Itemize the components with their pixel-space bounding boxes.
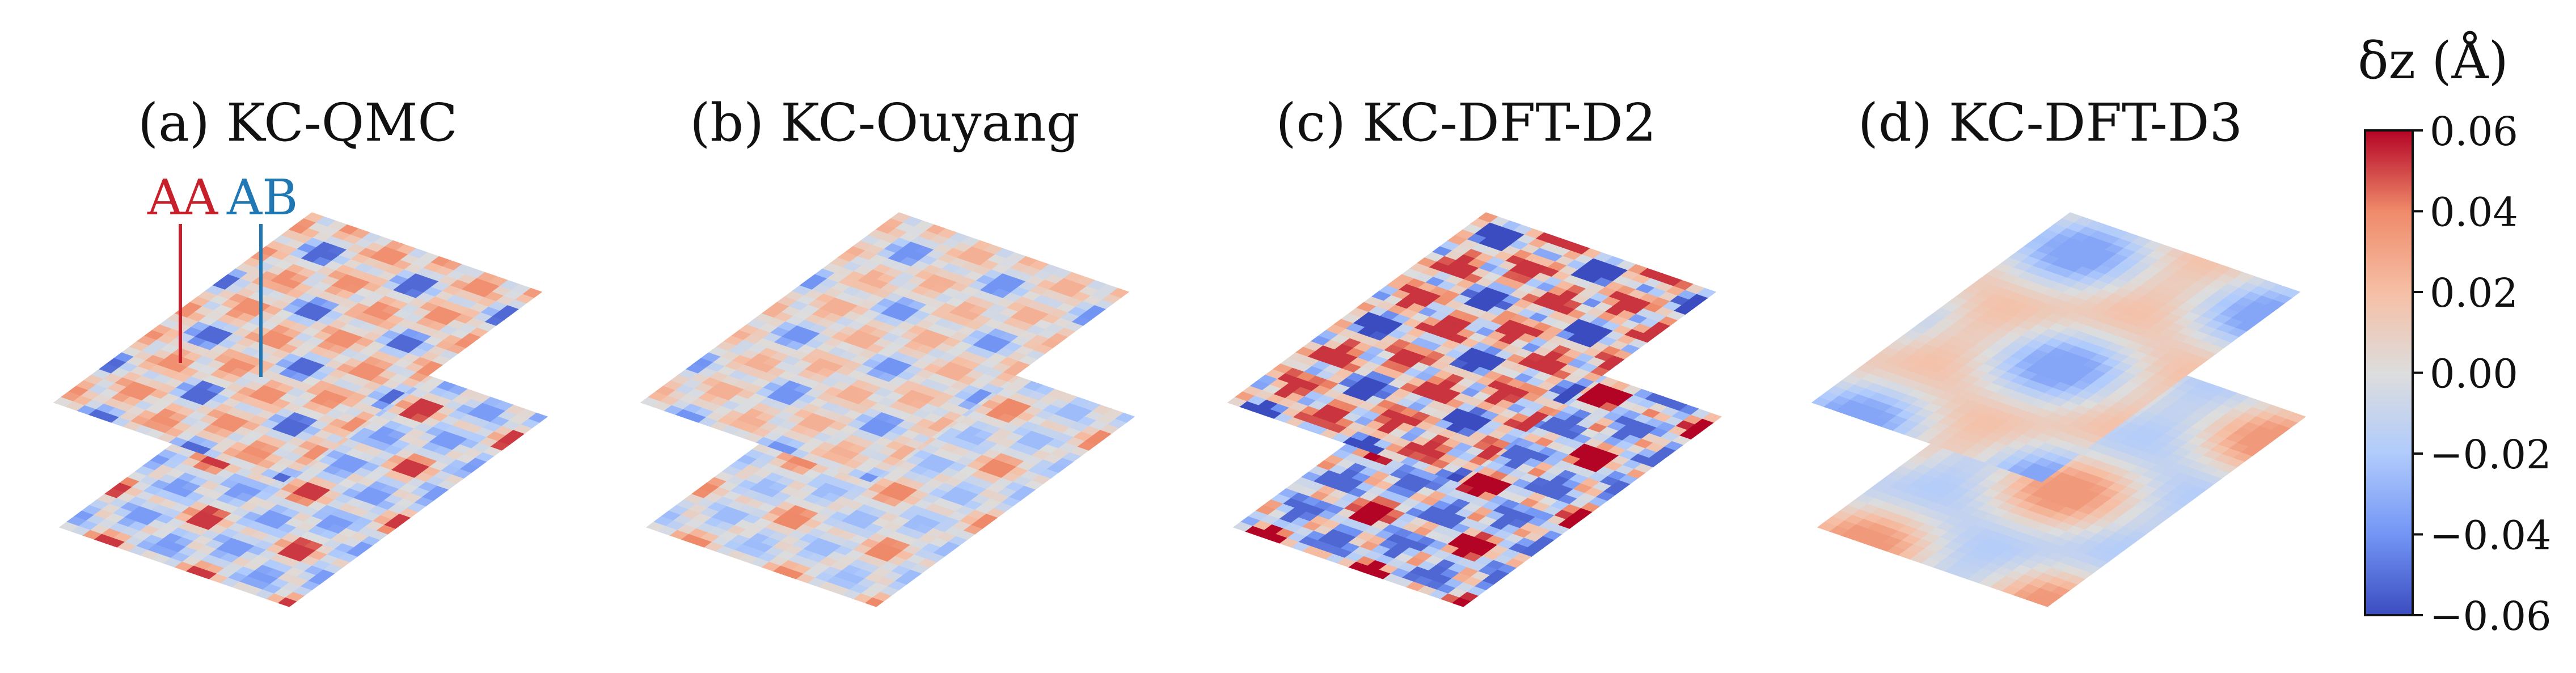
colorbar-tick-label: −0.06 bbox=[2430, 593, 2552, 640]
panel-b-top-layer bbox=[640, 212, 1130, 482]
aa-label: AA bbox=[147, 170, 218, 226]
colorbar-ticks: 0.06 0.04 0.02 0.00 −0.02 −0.04 −0.06 bbox=[2413, 108, 2552, 640]
panel-d-top-layer bbox=[1811, 212, 2301, 482]
colorbar-tick-label: 0.06 bbox=[2430, 108, 2518, 155]
panel-title-d: (d) KC-DFT-D3 bbox=[1858, 92, 2243, 153]
colorbar-tick-label: 0.02 bbox=[2430, 270, 2518, 316]
colorbar-tick-label: 0.04 bbox=[2430, 189, 2518, 236]
colorbar-tick-label: −0.02 bbox=[2430, 431, 2552, 478]
panel-title-c: (c) KC-DFT-D2 bbox=[1276, 92, 1657, 153]
colorbar-tick-label: 0.00 bbox=[2430, 351, 2518, 397]
relaxation-maps bbox=[53, 212, 2307, 607]
ab-label: AB bbox=[226, 170, 298, 226]
colorbar: δz (Å) 0.06 0.04 0.02 0.00 −0.02 −0.04 −0.06 bbox=[2358, 31, 2551, 640]
panel-c-top-layer bbox=[1227, 212, 1717, 482]
colorbar-title: δz (Å) bbox=[2358, 31, 2508, 91]
panel-title-b: (b) KC-Ouyang bbox=[690, 92, 1079, 153]
stacking-annotation: AA AB bbox=[147, 170, 298, 377]
colorbar-gradient bbox=[2364, 129, 2414, 616]
panel-title-a: (a) KC-QMC bbox=[138, 92, 458, 153]
colorbar-tick-label: −0.04 bbox=[2430, 513, 2552, 559]
panel-a-top-layer bbox=[53, 212, 543, 482]
panel-b-bottom-layer bbox=[645, 337, 1135, 607]
